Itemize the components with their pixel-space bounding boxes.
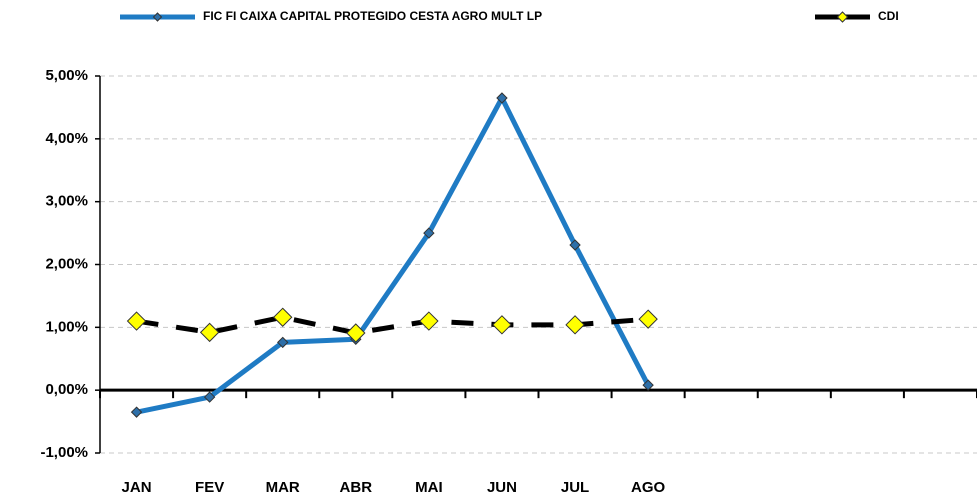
marker — [496, 92, 508, 104]
y-tick-label: 2,00% — [45, 255, 88, 272]
marker — [419, 311, 439, 331]
legend-label: CDI — [878, 9, 899, 23]
x-tick-label: JUL — [561, 479, 589, 496]
y-tick-label: 0,00% — [45, 381, 88, 398]
x-tick-label: FEV — [195, 479, 224, 496]
x-tick-label: AGO — [631, 479, 666, 496]
legend-marker — [152, 12, 163, 22]
marker — [346, 323, 366, 343]
x-tick-label: ABR — [340, 479, 373, 496]
y-tick-label: 1,00% — [45, 318, 88, 335]
marker — [273, 307, 293, 327]
marker — [130, 406, 143, 418]
marker — [277, 336, 289, 349]
marker — [199, 322, 220, 343]
marker — [569, 239, 581, 251]
series-line — [136, 314, 649, 336]
y-tick-label: 5,00% — [45, 67, 88, 84]
marker — [203, 391, 216, 403]
marker — [423, 227, 435, 239]
series-line — [136, 95, 651, 415]
marker — [638, 309, 658, 329]
y-tick-label: 3,00% — [45, 193, 88, 210]
x-tick-label: MAI — [415, 479, 443, 496]
legend-marker — [836, 11, 849, 23]
x-tick-label: JAN — [122, 479, 152, 496]
y-tick-label: 4,00% — [45, 130, 88, 147]
marker — [126, 311, 147, 331]
marker — [492, 315, 512, 335]
x-tick-label: MAR — [266, 479, 300, 496]
marker — [565, 315, 585, 335]
x-tick-label: JUN — [487, 479, 517, 496]
legend-label: FIC FI CAIXA CAPITAL PROTEGIDO CESTA AGR… — [203, 9, 542, 23]
y-tick-label: -1,00% — [40, 444, 88, 461]
marker — [642, 379, 654, 391]
